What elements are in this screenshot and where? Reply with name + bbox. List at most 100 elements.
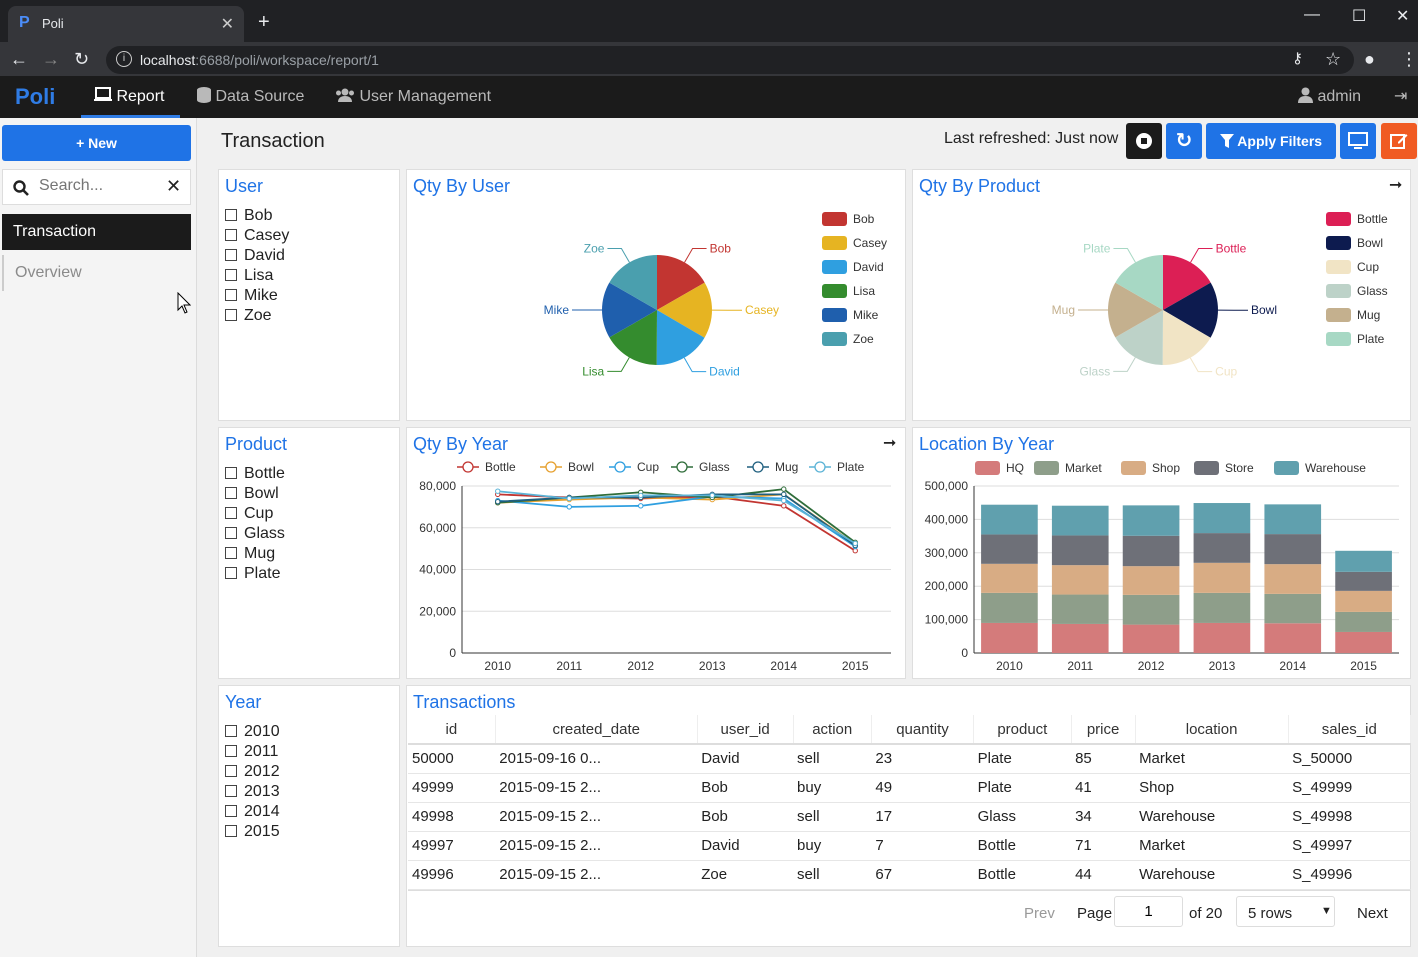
user-menu[interactable]: admin	[1298, 76, 1361, 118]
drill-through-arrow-icon[interactable]: ➞	[883, 435, 897, 452]
product-option-mug[interactable]: Mug	[225, 544, 285, 564]
checkbox[interactable]	[225, 289, 237, 301]
x-tick-label: 2010	[996, 659, 1023, 673]
logout-icon[interactable]: ⇥	[1394, 88, 1408, 105]
year-filter-title: Year	[225, 692, 262, 712]
minimize-icon[interactable]: —	[1304, 6, 1320, 23]
close-window-icon[interactable]: ✕	[1396, 8, 1410, 25]
checkbox[interactable]	[225, 527, 237, 539]
checkbox[interactable]	[225, 467, 237, 479]
maximize-icon[interactable]: ☐	[1352, 8, 1367, 25]
user-option-mike[interactable]: Mike	[225, 286, 289, 306]
drill-through-arrow-icon[interactable]: ➞	[1389, 177, 1403, 194]
x-tick-label: 2011	[556, 659, 582, 673]
column-header-price[interactable]: price	[1071, 715, 1136, 745]
profile-icon[interactable]: ●	[1364, 49, 1375, 69]
checkbox[interactable]	[225, 229, 237, 241]
year-option-label: 2011	[244, 743, 279, 760]
column-header-product[interactable]: product	[973, 715, 1072, 745]
checkbox[interactable]	[225, 249, 237, 261]
url-field[interactable]: i localhost:6688/poli/workspace/report/1	[106, 46, 1354, 74]
checkbox[interactable]	[225, 487, 237, 499]
column-header-created-date[interactable]: created_date	[495, 715, 698, 745]
forward-icon[interactable]: →	[42, 49, 60, 69]
next-button[interactable]: Next	[1357, 905, 1388, 922]
browser-tab[interactable]: P Poli ✕	[8, 6, 244, 42]
menu-dots-icon[interactable]: ⋮	[1400, 49, 1418, 69]
apply-filters-button[interactable]: Apply Filters	[1206, 123, 1336, 159]
qty-by-user-panel: Qty By User Bob Bob Casey Casey David David Li…	[406, 169, 906, 421]
page-number-input[interactable]	[1114, 896, 1183, 927]
location-by-year-panel: Location By Year 0 100,000 200,000 300,000 4…	[912, 427, 1411, 679]
prev-button[interactable]: Prev	[1024, 905, 1055, 922]
rows-per-page-select[interactable]: 5 rows ▼	[1236, 896, 1335, 927]
product-option-glass[interactable]: Glass	[225, 524, 285, 544]
sidebar-item-overview[interactable]: Overview	[2, 255, 191, 291]
checkbox[interactable]	[225, 507, 237, 519]
column-header-sales-id[interactable]: sales_id	[1288, 715, 1412, 745]
checkbox[interactable]	[225, 745, 237, 757]
legend-swatch	[1326, 212, 1351, 226]
column-header-action[interactable]: action	[793, 715, 872, 745]
checkbox[interactable]	[225, 567, 237, 579]
search-input[interactable]	[39, 177, 159, 195]
star-icon[interactable]: ☆	[1325, 49, 1342, 69]
column-header-location[interactable]: location	[1135, 715, 1289, 745]
checkbox[interactable]	[225, 209, 237, 221]
legend-label: Market	[1065, 461, 1102, 475]
user-option-david[interactable]: David	[225, 246, 289, 266]
checkbox[interactable]	[225, 765, 237, 777]
info-icon[interactable]: i	[116, 51, 132, 67]
close-tab-icon[interactable]: ✕	[220, 16, 234, 33]
checkbox[interactable]	[225, 785, 237, 797]
fullscreen-button[interactable]	[1340, 123, 1376, 159]
year-option-2011[interactable]: 2011	[225, 742, 280, 762]
year-option-2015[interactable]: 2015	[225, 822, 280, 842]
product-option-bottle[interactable]: Bottle	[225, 464, 285, 484]
user-option-casey[interactable]: Casey	[225, 226, 289, 246]
year-option-2010[interactable]: 2010	[225, 722, 280, 742]
year-option-2014[interactable]: 2014	[225, 802, 280, 822]
new-report-button[interactable]: + New	[2, 125, 191, 161]
nav-user-management[interactable]: User Management	[335, 76, 491, 118]
column-header-quantity[interactable]: quantity	[871, 715, 975, 745]
reload-icon[interactable]: ↻	[74, 49, 90, 69]
year-option-2013[interactable]: 2013	[225, 782, 280, 802]
search-icon	[13, 180, 29, 196]
legend-label: Glass	[699, 460, 730, 474]
user-option-bob[interactable]: Bob	[225, 206, 289, 226]
user-option-zoe[interactable]: Zoe	[225, 306, 289, 326]
year-option-2012[interactable]: 2012	[225, 762, 280, 782]
checkbox[interactable]	[225, 309, 237, 321]
edit-button[interactable]	[1381, 123, 1417, 159]
user-filter-list: Bob Casey David Lisa Mike Zoe	[225, 206, 289, 326]
clear-search-icon[interactable]: ✕	[166, 176, 182, 196]
column-header-user-id[interactable]: user_id	[697, 715, 794, 745]
pie-slice-bowl	[1163, 282, 1218, 338]
product-option-plate[interactable]: Plate	[225, 564, 285, 584]
checkbox[interactable]	[225, 725, 237, 737]
legend-marker	[752, 461, 764, 473]
user-option-label: Bob	[244, 207, 273, 224]
product-option-label: Cup	[244, 505, 274, 522]
back-icon[interactable]: ←	[10, 49, 28, 69]
checkbox[interactable]	[225, 805, 237, 817]
qty-by-user-chart: Bob Bob Casey Casey David David Lisa Lisa Mike Mi…	[544, 212, 887, 379]
refresh-button[interactable]: ↻	[1166, 123, 1202, 159]
nav-report[interactable]: Report	[81, 76, 180, 118]
key-icon[interactable]: ⚷	[1292, 50, 1303, 67]
product-option-cup[interactable]: Cup	[225, 504, 285, 524]
sidebar-item-transaction[interactable]: Transaction	[2, 214, 191, 250]
checkbox[interactable]	[225, 547, 237, 559]
user-option-lisa[interactable]: Lisa	[225, 266, 289, 286]
checkbox[interactable]	[225, 269, 237, 281]
new-tab-icon[interactable]: +	[258, 11, 270, 33]
nav-data-source[interactable]: Data Source	[197, 76, 304, 118]
legend-swatch	[975, 461, 1000, 475]
checkbox[interactable]	[225, 825, 237, 837]
column-header-id[interactable]: id	[408, 715, 496, 745]
stop-button[interactable]	[1126, 123, 1162, 159]
product-option-bowl[interactable]: Bowl	[225, 484, 285, 504]
app-logo[interactable]: Poli	[15, 84, 56, 109]
product-filter-list: Bottle Bowl Cup Glass Mug Plate	[225, 464, 285, 584]
